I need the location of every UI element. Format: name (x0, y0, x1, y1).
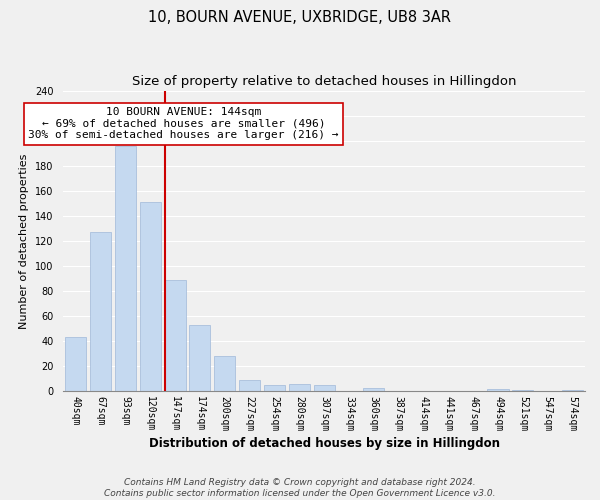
Bar (363, 388, 385, 392)
Text: 10, BOURN AVENUE, UXBRIDGE, UB8 3AR: 10, BOURN AVENUE, UXBRIDGE, UB8 3AR (149, 10, 452, 25)
Bar (190, 325, 211, 392)
Y-axis label: Number of detached properties: Number of detached properties (19, 154, 29, 328)
Bar (512, 390, 533, 392)
Bar (115, 146, 136, 392)
Bar (90, 232, 111, 392)
Text: 10 BOURN AVENUE: 144sqm
← 69% of detached houses are smaller (496)
30% of semi-d: 10 BOURN AVENUE: 144sqm ← 69% of detache… (28, 107, 338, 140)
Bar (314, 385, 335, 392)
Text: Contains HM Land Registry data © Crown copyright and database right 2024.
Contai: Contains HM Land Registry data © Crown c… (104, 478, 496, 498)
Bar (164, 280, 185, 392)
Bar (487, 389, 509, 392)
Title: Size of property relative to detached houses in Hillingdon: Size of property relative to detached ho… (132, 75, 517, 88)
Bar (289, 384, 310, 392)
Bar (264, 385, 285, 392)
Bar (65, 338, 86, 392)
Bar (562, 390, 583, 392)
Bar (140, 202, 161, 392)
X-axis label: Distribution of detached houses by size in Hillingdon: Distribution of detached houses by size … (149, 437, 500, 450)
Bar (214, 356, 235, 392)
Bar (239, 380, 260, 392)
